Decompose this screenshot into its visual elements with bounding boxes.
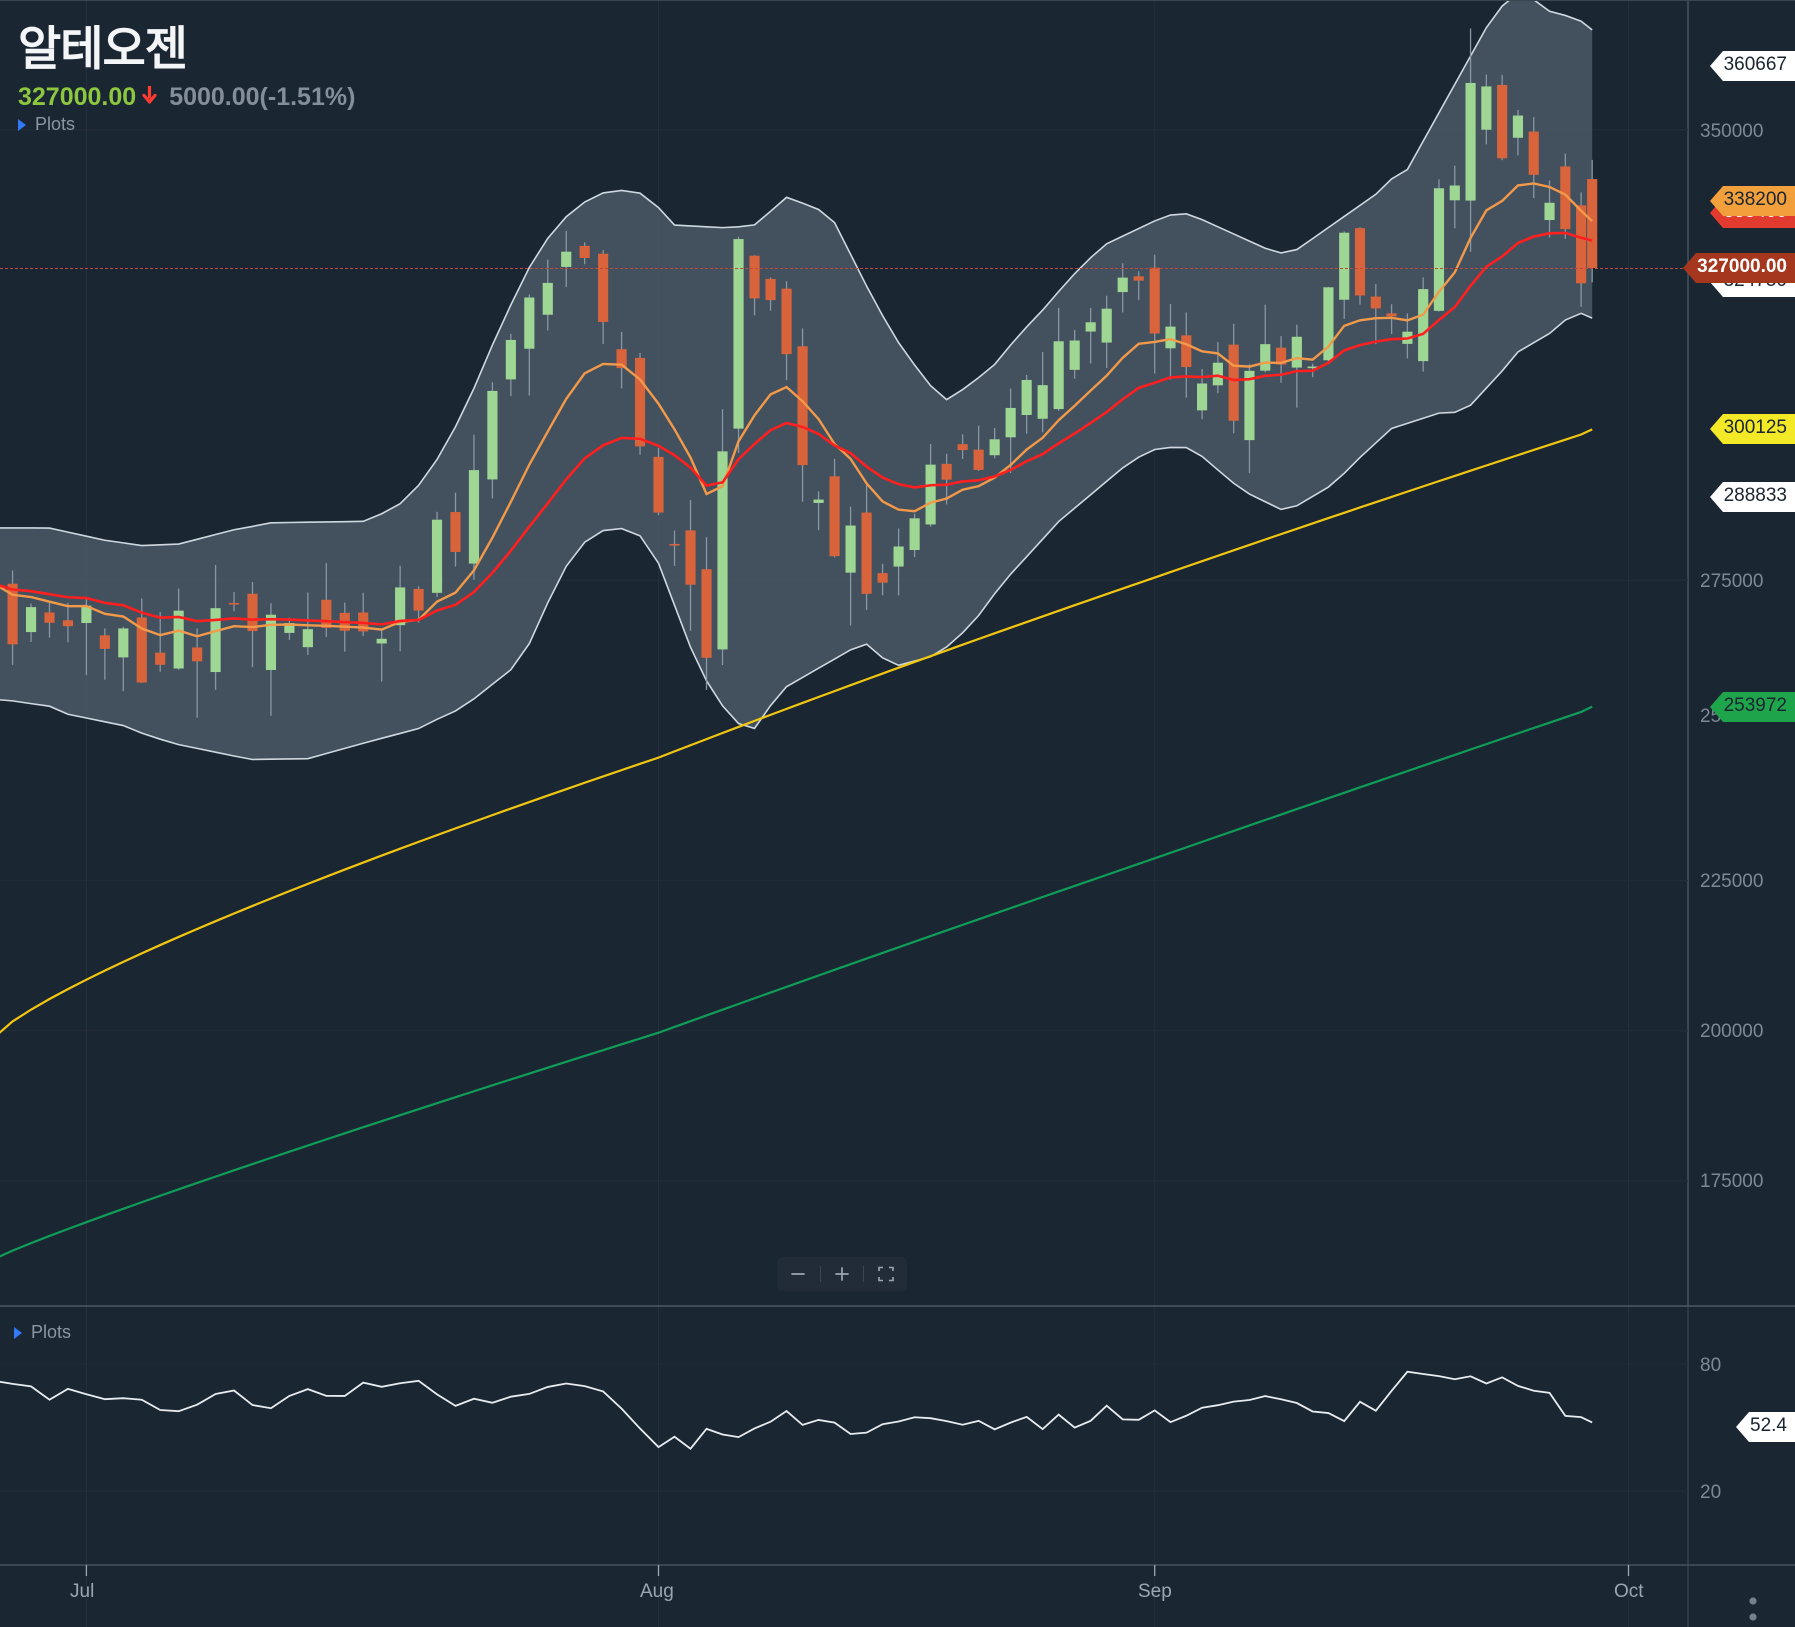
svg-text:175000: 175000 [1700, 1171, 1763, 1192]
svg-text:80: 80 [1700, 1355, 1721, 1376]
svg-text:350000: 350000 [1700, 121, 1763, 142]
svg-text:20: 20 [1700, 1482, 1721, 1503]
svg-text:275000: 275000 [1700, 571, 1763, 592]
svg-text:200000: 200000 [1700, 1021, 1763, 1042]
svg-text:225000: 225000 [1700, 871, 1763, 892]
